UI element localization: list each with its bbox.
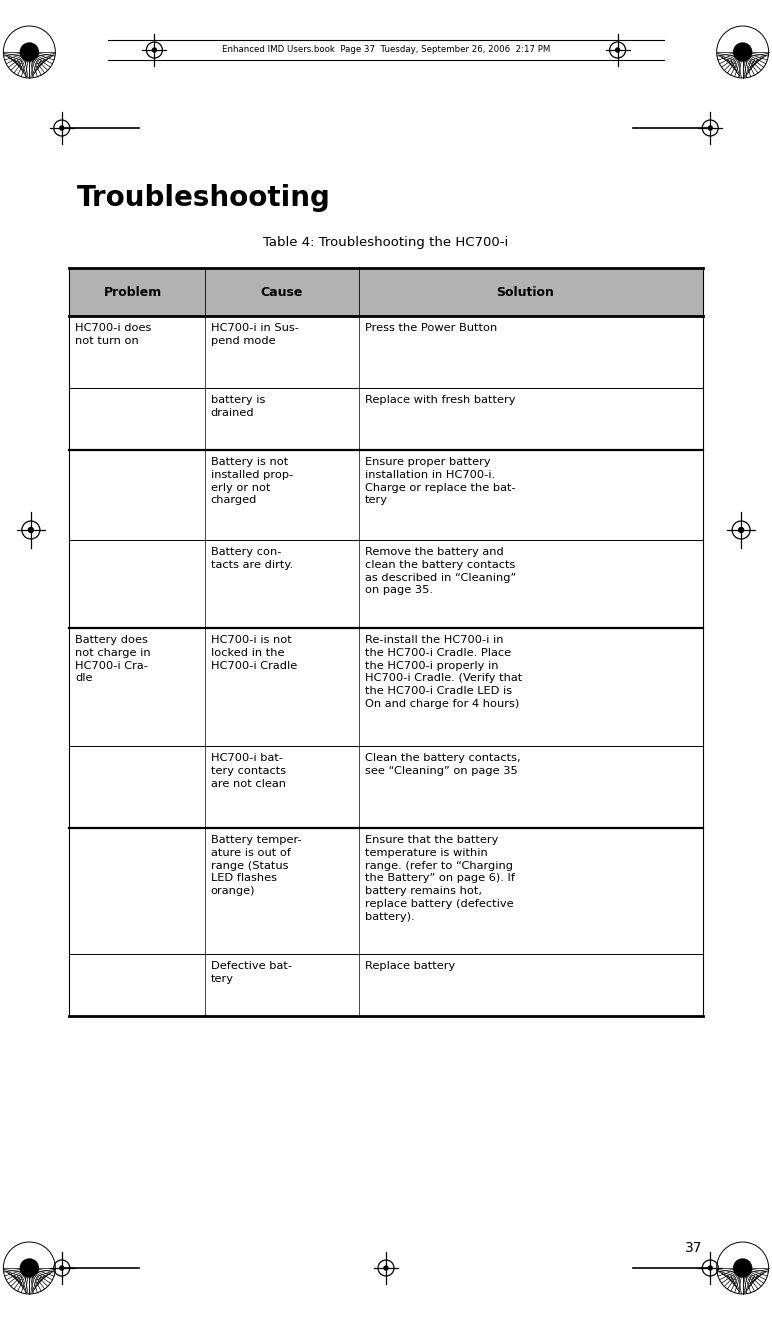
Circle shape	[59, 126, 64, 130]
Text: Re-install the HC700-i in
the HC700-i Cradle. Place
the HC700-i properly in
HC70: Re-install the HC700-i in the HC700-i Cr…	[365, 635, 522, 709]
Text: HC700-i bat-
tery contacts
are not clean: HC700-i bat- tery contacts are not clean	[211, 753, 286, 789]
Text: 37: 37	[685, 1240, 703, 1255]
Text: HC700-i is not
locked in the
HC700-i Cradle: HC700-i is not locked in the HC700-i Cra…	[211, 635, 296, 671]
Text: Table 4: Troubleshooting the HC700-i: Table 4: Troubleshooting the HC700-i	[263, 236, 509, 250]
Text: Press the Power Button: Press the Power Button	[365, 323, 497, 333]
Circle shape	[733, 1259, 752, 1278]
Text: Cause: Cause	[261, 286, 303, 299]
Bar	[69, 268, 703, 316]
Text: Replace battery: Replace battery	[365, 961, 455, 971]
Text: battery is
drained: battery is drained	[211, 394, 265, 418]
Circle shape	[739, 527, 743, 533]
Circle shape	[20, 1259, 39, 1278]
Text: Battery temper-
ature is out of
range (Status
LED flashes
orange): Battery temper- ature is out of range (S…	[211, 835, 301, 896]
Text: Ensure that the battery
temperature is within
range. (refer to “Charging
the Bat: Ensure that the battery temperature is w…	[365, 835, 515, 922]
Text: Defective bat-
tery: Defective bat- tery	[211, 961, 292, 984]
Text: HC700-i in Sus-
pend mode: HC700-i in Sus- pend mode	[211, 323, 299, 345]
Text: Battery is not
installed prop-
erly or not
charged: Battery is not installed prop- erly or n…	[211, 457, 293, 506]
Text: Remove the battery and
clean the battery contacts
as described in “Cleaning”
on : Remove the battery and clean the battery…	[365, 547, 516, 595]
Circle shape	[615, 48, 620, 52]
Circle shape	[708, 1266, 713, 1270]
Text: Ensure proper battery
installation in HC700-i.
Charge or replace the bat-
tery: Ensure proper battery installation in HC…	[365, 457, 516, 506]
Text: Clean the battery contacts,
see “Cleaning” on page 35: Clean the battery contacts, see “Cleanin…	[365, 753, 520, 776]
Text: Problem: Problem	[103, 286, 162, 299]
Text: Battery does
not charge in
HC700-i Cra-
dle: Battery does not charge in HC700-i Cra- …	[76, 635, 151, 684]
Circle shape	[59, 1266, 64, 1270]
Text: Replace with fresh battery: Replace with fresh battery	[365, 394, 516, 405]
Text: Solution: Solution	[496, 286, 554, 299]
Circle shape	[152, 48, 157, 52]
Circle shape	[384, 1266, 388, 1270]
Circle shape	[20, 42, 39, 61]
Circle shape	[29, 527, 33, 533]
Circle shape	[733, 42, 752, 61]
Text: Enhanced IMD Users.book  Page 37  Tuesday, September 26, 2006  2:17 PM: Enhanced IMD Users.book Page 37 Tuesday,…	[222, 45, 550, 54]
Circle shape	[708, 126, 713, 130]
Text: Battery con-
tacts are dirty.: Battery con- tacts are dirty.	[211, 547, 293, 570]
Text: HC700-i does
not turn on: HC700-i does not turn on	[76, 323, 152, 345]
Text: Troubleshooting: Troubleshooting	[77, 185, 331, 212]
